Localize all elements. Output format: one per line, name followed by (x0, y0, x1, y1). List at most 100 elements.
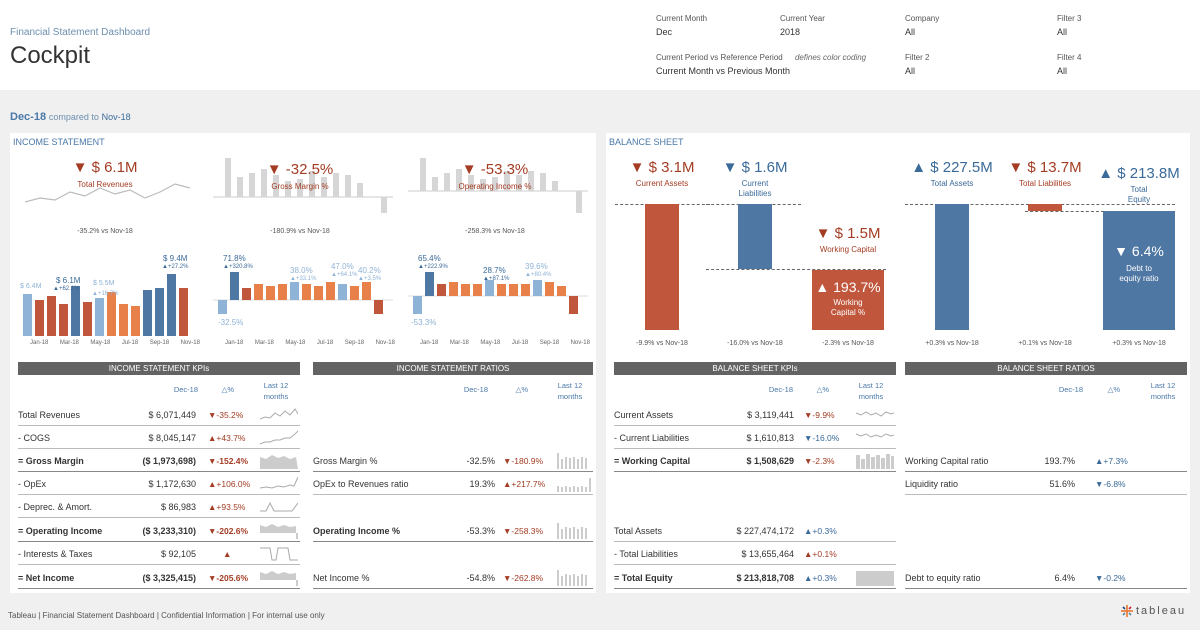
dashboard-subtitle: Financial Statement Dashboard (10, 27, 151, 38)
col-header-last12: Last 12 months (263, 381, 289, 401)
revenue-monthly-bar-chart (23, 274, 188, 336)
col-header-last12: Last 12 months (858, 381, 884, 401)
rev-label-a: $ 6.4M (20, 283, 42, 290)
filter-period-comparison[interactable]: Current Period vs Reference Period defin… (656, 53, 867, 76)
oi-label-b: 28.7% (483, 266, 506, 275)
row-sparkline (856, 433, 894, 438)
table-row: Total Assets $ 227,474,172 ▲+0.3% (614, 519, 896, 542)
kpi-total-liabilities: ▼ $ 13.7M (1008, 159, 1082, 176)
row-sparkline (260, 547, 298, 561)
filter-4[interactable]: Filter 4 All (1057, 53, 1082, 76)
month-tick: Jul-18 (121, 340, 139, 346)
table-row: Liquidity ratio 51.6% ▼-6.8% (905, 472, 1187, 495)
month-tick: Jan-18 (225, 340, 244, 346)
table-row: Total Revenues $ 6,071,449 ▼-35.2% (18, 403, 300, 426)
kpi-total-revenues-vs: -35.2% vs Nov-18 (77, 228, 133, 235)
month-tick: Sep-18 (539, 340, 560, 346)
operating-income-monthly-bar-chart (408, 272, 588, 314)
working-capital-bar (812, 270, 884, 330)
gm-label-c2: ▲+64.1% (331, 272, 358, 278)
row-sparkline (260, 476, 298, 489)
balance-sheet-title: BALANCE SHEET (609, 137, 684, 147)
rev-label-d: $ 9.4M (163, 254, 188, 263)
kpi-gross-margin-label: Gross Margin % (271, 182, 329, 191)
table-row: Working Capital ratio 193.7% ▲+7.3% (905, 449, 1187, 472)
month-tick: Nov-18 (375, 340, 395, 346)
table-row: Net Income % -54.8% ▼-262.8% (313, 566, 593, 589)
kpi-total-equity: ▲ $ 213.8M (1098, 165, 1180, 182)
gm-label-a2: ▲+320.8% (223, 264, 253, 270)
total-liabilities-bar (1028, 204, 1062, 211)
table-row: - Deprec. & Amort. $ 86,983 ▲+93.5% (18, 495, 300, 518)
gm-label-a: 71.8% (223, 254, 246, 263)
row-sparkline (856, 454, 894, 469)
filter-current-month[interactable]: Current Month Dec (656, 14, 708, 37)
income-statement-title: INCOME STATEMENT (13, 137, 105, 147)
table-row: = Working Capital $ 1,508,629 ▼-2.3% (614, 449, 896, 472)
filter-2[interactable]: Filter 2 All (905, 53, 930, 76)
kpi-total-assets: ▲ $ 227.5M (911, 159, 993, 176)
header-bar (0, 0, 1200, 90)
col-header-delta: △% (221, 385, 234, 394)
filter-company[interactable]: Company All (905, 14, 940, 37)
gm-label-b2: ▲+33.1% (290, 276, 317, 282)
oi-label-c: 39.6% (525, 262, 548, 271)
month-tick: Jul-18 (316, 340, 334, 346)
footer-text: Tableau | Financial Statement Dashboard … (8, 611, 325, 620)
kpi-current-assets: ▼ $ 3.1M (629, 159, 695, 176)
table-row: = Total Equity $ 213,818,708 ▲+0.3% (614, 566, 896, 589)
kpi-operating-income: ▼ -53.3% (461, 161, 529, 178)
row-sparkline (260, 501, 298, 512)
row-sparkline (260, 408, 298, 420)
kpi-total-revenues: ▼ $ 6.1M (72, 159, 138, 176)
period-line: Dec-18 compared to Nov-18 (10, 111, 131, 123)
col-header-delta: △% (1107, 385, 1120, 394)
month-tick: May-18 (90, 340, 111, 346)
table-row: - Current Liabilities $ 1,610,813 ▼-16.0% (614, 426, 896, 449)
kpi-working-capital-pct-label: Working Capital % (830, 298, 866, 317)
month-tick: Nov-18 (570, 340, 590, 346)
kpi-working-capital-vs: -2.3% vs Nov-18 (822, 340, 874, 347)
kpi-current-liabilities-label: Current Liabilities (738, 179, 772, 198)
kpi-debt-to-equity: ▼ 6.4% (1114, 243, 1164, 259)
oi-label-a: 65.4% (418, 254, 441, 263)
col-header-delta: △% (515, 385, 528, 394)
row-sparkline (557, 453, 587, 469)
is-kpis-header: INCOME STATEMENT KPIs (18, 362, 300, 375)
table-row: OpEx to Revenues ratio 19.3% ▲+217.7% (313, 472, 593, 495)
row-sparkline (557, 523, 587, 539)
month-tick: Mar-18 (449, 340, 469, 346)
table-row: = Gross Margin ($ 1,973,698) ▼-152.4% (18, 449, 300, 472)
kpi-working-capital-pct: ▲ 193.7% (815, 279, 881, 295)
bs-ratios-header: BALANCE SHEET RATIOS (905, 362, 1187, 375)
gross-margin-sparkline (213, 158, 393, 213)
month-tick: Jan-18 (420, 340, 439, 346)
wc-dash-line (706, 269, 886, 270)
month-tick: Mar-18 (254, 340, 274, 346)
kpi-total-equity-vs: +0.3% vs Nov-18 (1112, 340, 1166, 347)
current-assets-bar (645, 204, 679, 330)
bs-kpis-header: BALANCE SHEET KPIs (614, 362, 896, 375)
col-header-period: Dec-18 (1058, 385, 1083, 394)
row-sparkline (856, 571, 894, 586)
col-header-period: Dec-18 (768, 385, 793, 394)
table-row: - Total Liabilities $ 13,655,464 ▲+0.1% (614, 542, 896, 565)
filter-3[interactable]: Filter 3 All (1057, 14, 1082, 37)
tl-dash-line (1025, 211, 1175, 212)
col-header-last12: Last 12 months (1150, 381, 1176, 401)
table-row: Operating Income % -53.3% ▼-258.3% (313, 519, 593, 542)
tableau-logo-icon (1121, 605, 1133, 617)
rev-label-c2: ▲+16.7% (92, 291, 119, 297)
month-tick: May-18 (480, 340, 501, 346)
gm-label-d: 40.2% (358, 266, 381, 275)
kpi-debt-to-equity-label: Debt to equity ratio (1119, 264, 1159, 283)
row-sparkline (260, 524, 298, 539)
gm-label-d2: ▲+3.5% (358, 276, 382, 282)
table-row: Current Assets $ 3,119,441 ▼-9.9% (614, 403, 896, 426)
operating-income-sparkline (408, 158, 588, 213)
oi-label-c2: ▲+80.4% (525, 272, 552, 278)
oi-label-neg: -53.3% (411, 318, 437, 327)
table-row: = Operating Income ($ 3,233,310) ▼-202.6% (18, 519, 300, 542)
table-row: - Interests & Taxes $ 92,105 ▲ (18, 542, 300, 565)
filter-current-year[interactable]: Current Year 2018 (780, 14, 825, 37)
